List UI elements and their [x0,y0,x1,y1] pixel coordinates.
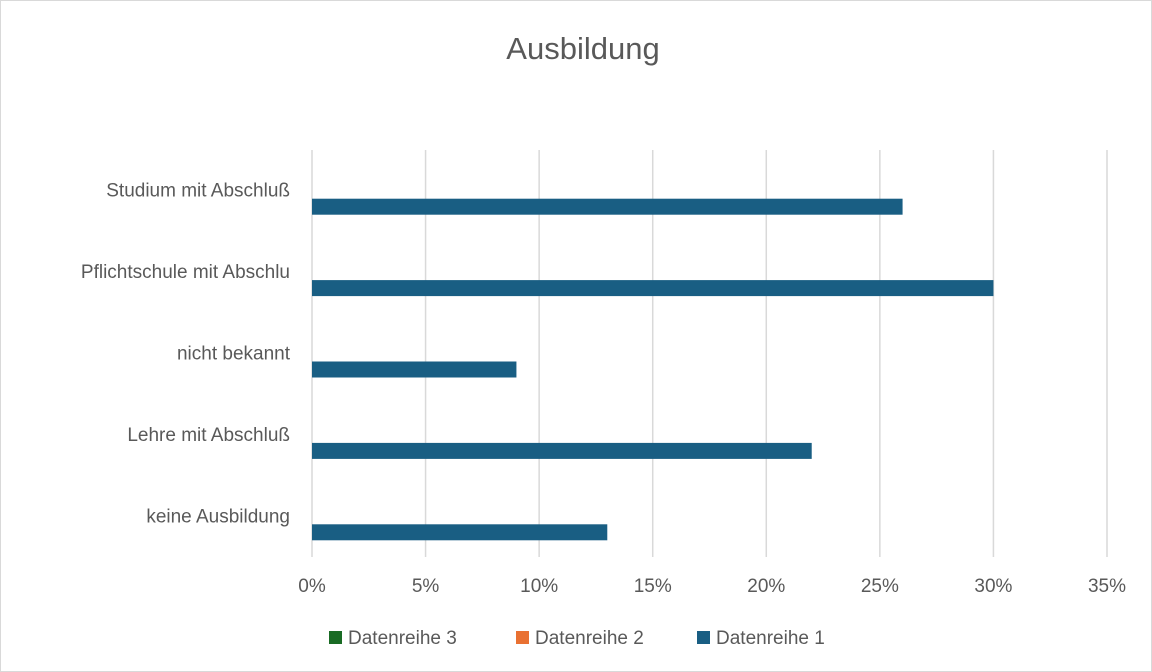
x-tick-label: 35% [1088,576,1126,597]
bar [312,198,903,215]
legend-swatch [697,631,710,644]
y-tick-label: Studium mit Abschluß [106,181,290,202]
bar [312,524,608,541]
y-tick-label: Lehre mit Abschluß [127,425,290,446]
y-tick-label: Pflichtschule mit Abschlu [81,262,290,283]
bar [312,361,517,378]
x-tick-label: 10% [520,576,558,597]
x-tick-label: 5% [412,576,440,597]
x-tick-label: 25% [861,576,899,597]
bar [312,442,812,459]
legend-swatch [329,631,342,644]
legend-swatch [516,631,529,644]
legend-label: Datenreihe 2 [535,628,644,649]
chart-title: Ausbildung [506,31,659,66]
x-tick-label: 30% [974,576,1012,597]
x-tick-label: 15% [634,576,672,597]
y-tick-label: keine Ausbildung [146,506,290,527]
x-tick-label: 20% [747,576,785,597]
bar [312,280,994,297]
legend-label: Datenreihe 3 [348,628,457,649]
y-tick-label: nicht bekannt [177,344,291,365]
legend-label: Datenreihe 1 [716,628,825,649]
x-tick-label: 0% [298,576,326,597]
